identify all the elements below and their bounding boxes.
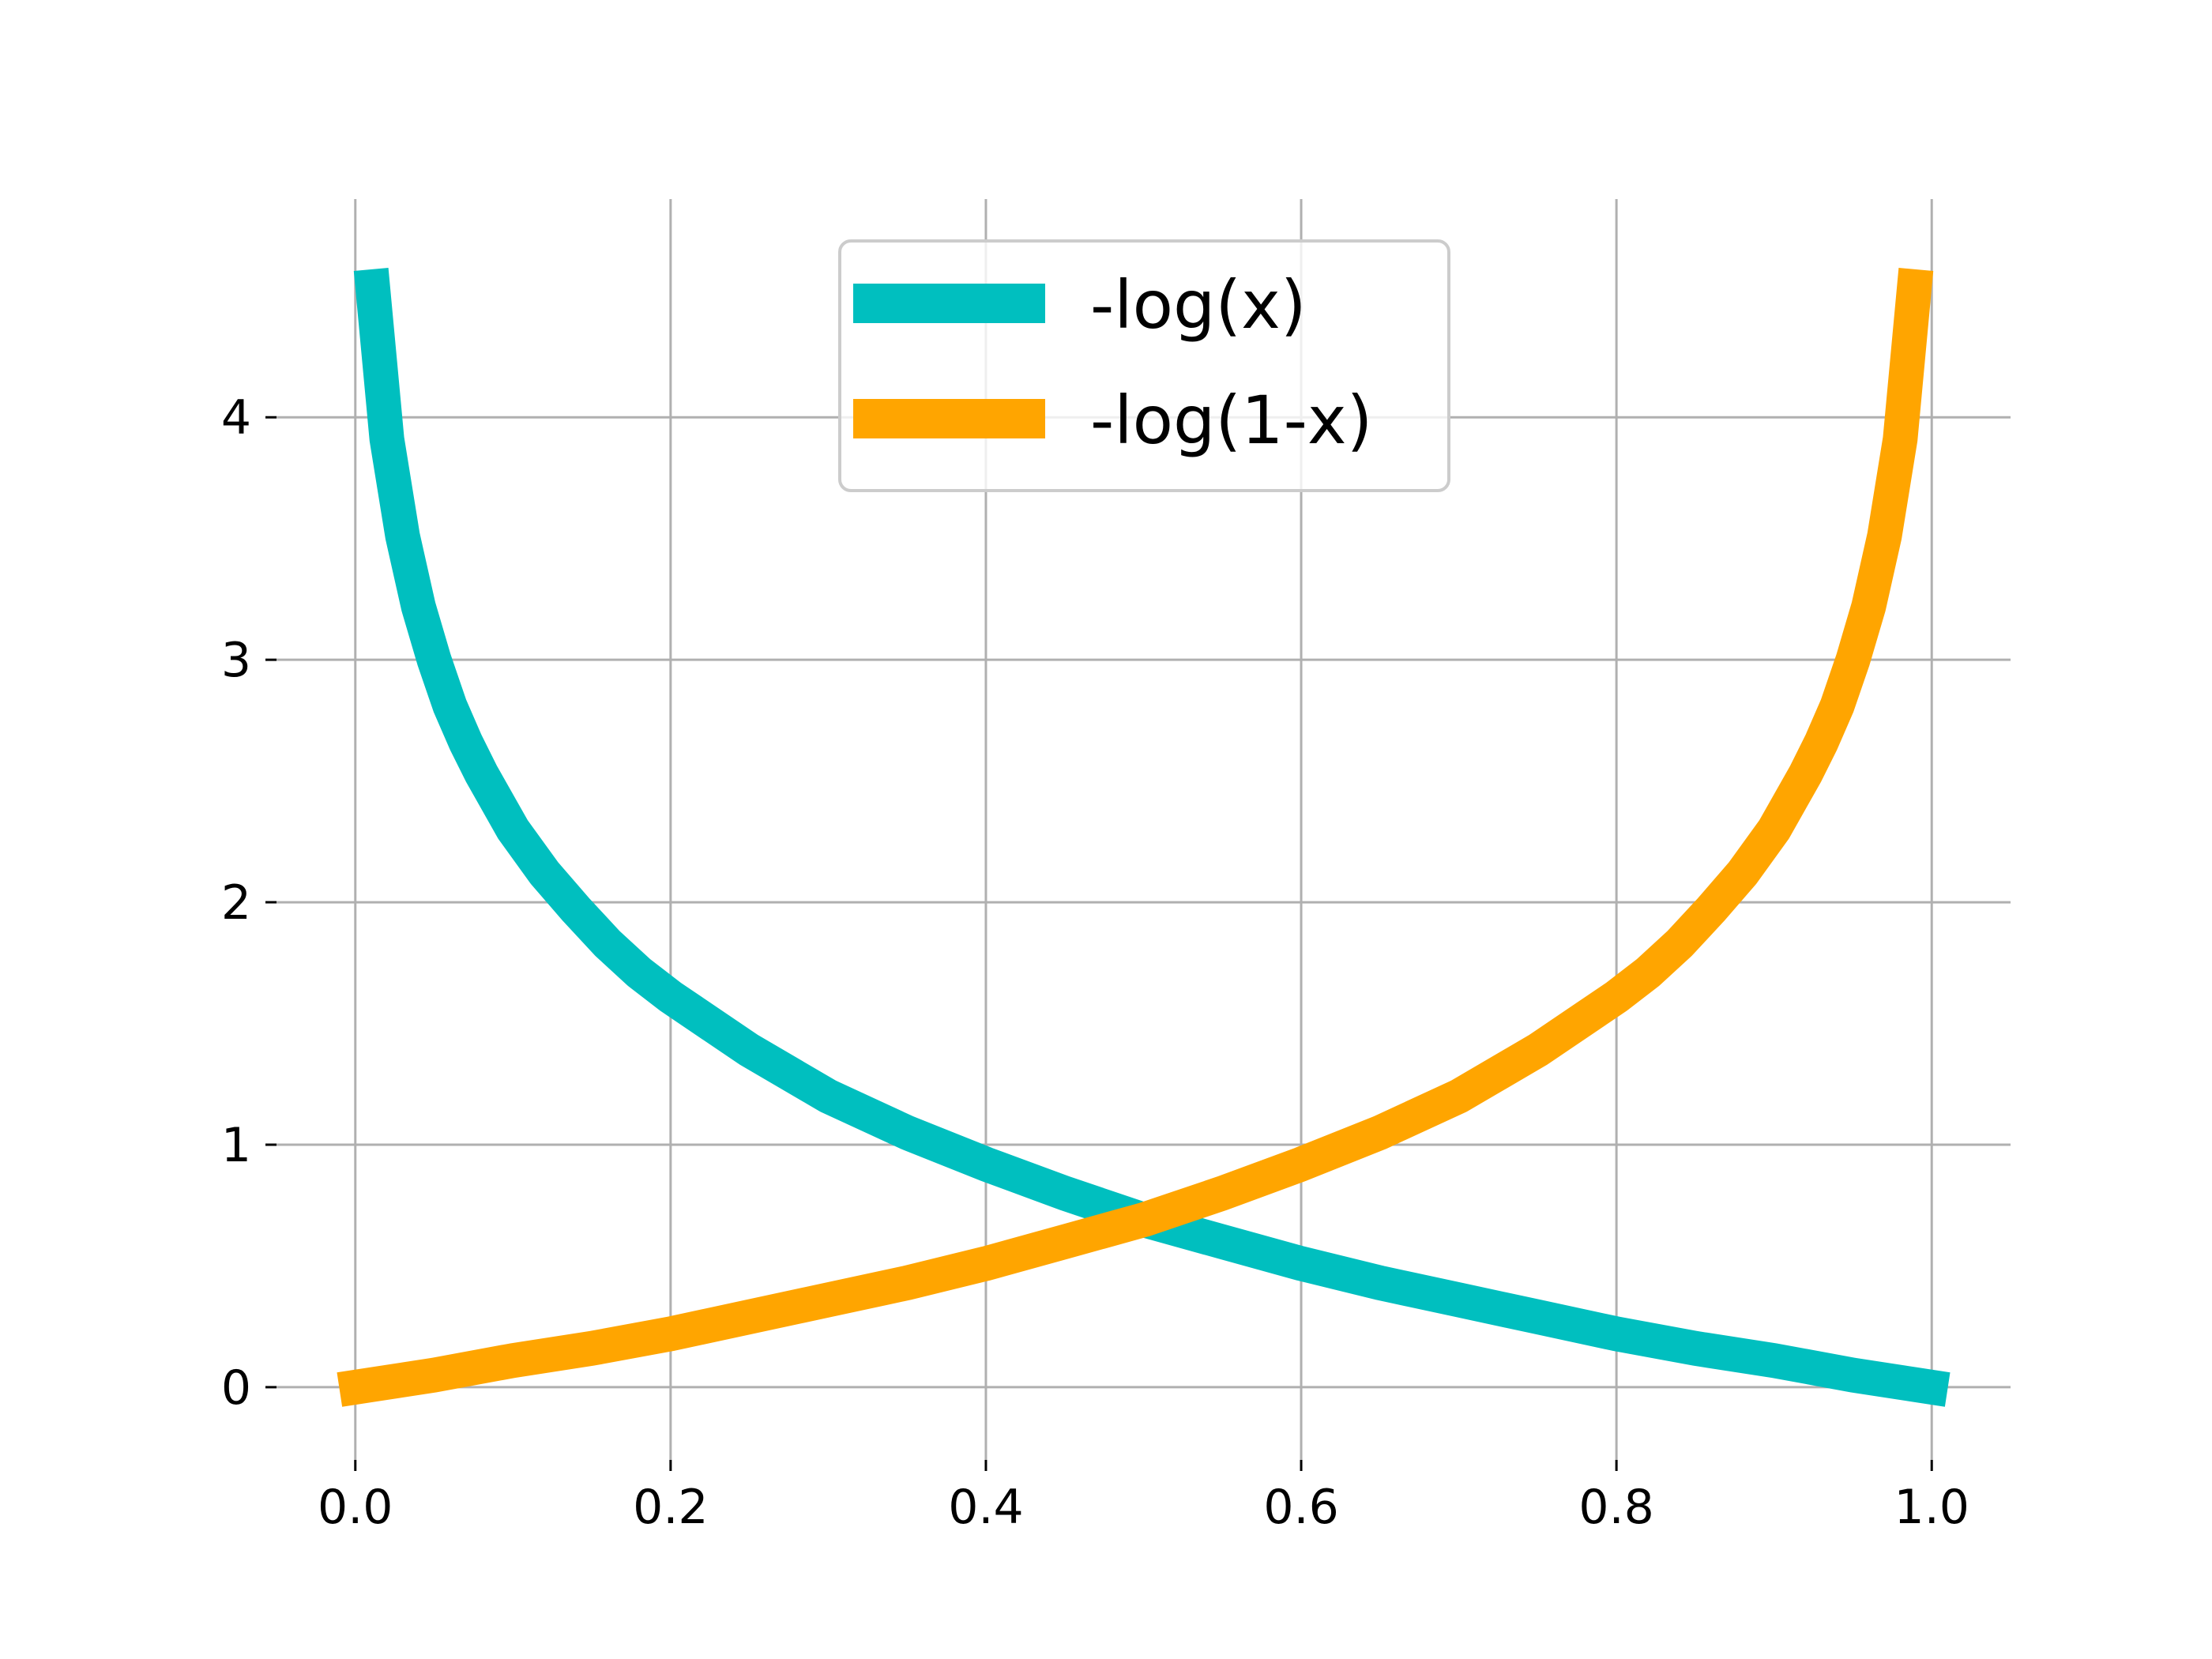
x-tick-label: 0.2 [633, 1480, 708, 1535]
x-tick-label: 0.0 [318, 1480, 393, 1535]
x-tick-label: 1.0 [1894, 1480, 1969, 1535]
x-tick-label: 0.8 [1578, 1480, 1653, 1535]
axis-ticks: 0.0 0.2 0.4 0.6 0.8 1.0 0 1 2 3 4 [221, 390, 1969, 1535]
legend-label-log-1-minus-x: -log(1-x) [1090, 382, 1372, 459]
x-tick-label: 0.6 [1263, 1480, 1338, 1535]
x-tick-label: 0.4 [948, 1480, 1023, 1535]
y-tick-label: 2 [221, 875, 251, 931]
series-line-log-x [353, 267, 1951, 1407]
plot-lines [337, 267, 1951, 1407]
y-tick-label: 4 [221, 390, 251, 446]
y-tick-label: 3 [221, 633, 251, 688]
legend-label-log-x: -log(x) [1090, 266, 1307, 344]
series-line-log-1-minus-x [337, 267, 1934, 1407]
y-tick-label: 0 [221, 1360, 251, 1416]
y-tick-label: 1 [221, 1118, 251, 1173]
legend: -log(x) -log(1-x) [838, 239, 1450, 492]
